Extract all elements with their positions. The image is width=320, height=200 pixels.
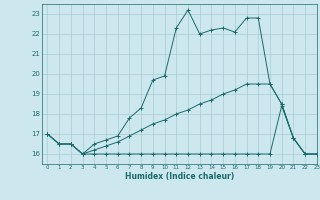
X-axis label: Humidex (Indice chaleur): Humidex (Indice chaleur)	[124, 172, 234, 181]
